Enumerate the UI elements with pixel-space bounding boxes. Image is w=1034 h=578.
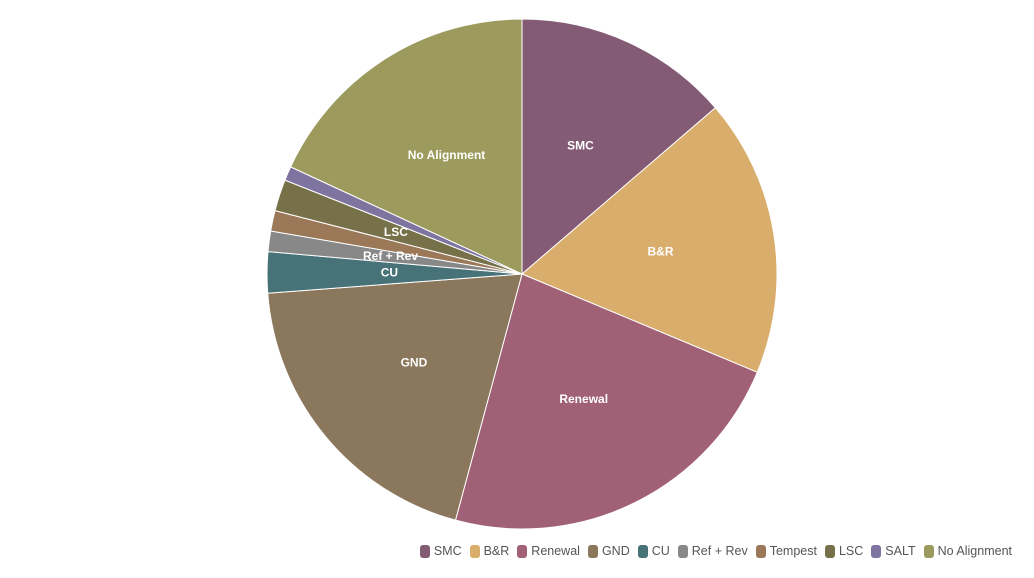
pie-slice-smc[interactable]: [521, 18, 717, 276]
pie-slices: [266, 18, 778, 530]
legend-item-tempest[interactable]: Tempest: [755, 544, 817, 558]
legend-item-cu[interactable]: CU: [637, 544, 670, 558]
legend-label: CU: [651, 544, 670, 558]
legend-label: Tempest: [769, 544, 817, 558]
legend-item-smc[interactable]: SMC: [419, 544, 462, 558]
legend-swatch: [469, 544, 480, 558]
legend-label: GND: [601, 544, 630, 558]
legend-item-salt[interactable]: SALT: [871, 544, 916, 558]
legend-swatch: [637, 544, 648, 558]
legend-label: B&R: [483, 544, 510, 558]
legend-swatch: [755, 544, 766, 558]
legend-swatch: [587, 544, 598, 558]
legend-item-no-alignment[interactable]: No Alignment: [923, 544, 1012, 558]
legend-swatch: [923, 544, 934, 558]
slice-label-lsc: LSC: [384, 225, 408, 239]
legend-label: Ref + Rev: [691, 544, 748, 558]
slice-label-smc: SMC: [567, 139, 594, 153]
legend-item-gnd[interactable]: GND: [587, 544, 630, 558]
legend-swatch: [871, 544, 882, 558]
legend-label: No Alignment: [937, 544, 1012, 558]
legend-swatch: [677, 544, 688, 558]
legend-swatch: [824, 544, 835, 558]
slice-label-gnd: GND: [401, 356, 428, 370]
slice-label-renewal: Renewal: [559, 392, 608, 406]
pie-slice-renewal[interactable]: [454, 273, 758, 530]
legend-swatch: [419, 544, 430, 558]
slice-label-no-alignment: No Alignment: [408, 148, 486, 162]
slice-labels: SMC B&R Renewal GND CU Ref + Rev LSC No Alignme…: [363, 139, 674, 406]
legend-item-b-r[interactable]: B&R: [469, 544, 510, 558]
pie-slice-b-r[interactable]: [521, 107, 778, 373]
legend-label: Renewal: [531, 544, 580, 558]
legend-item-ref-rev[interactable]: Ref + Rev: [677, 544, 748, 558]
slice-label-cu: CU: [381, 265, 398, 279]
pie-slice-no-alignment[interactable]: [289, 18, 523, 275]
legend-label: SMC: [433, 544, 462, 558]
slice-label-ref-rev: Ref + Rev: [363, 249, 418, 263]
legend-label: SALT: [885, 544, 916, 558]
legend-label: LSC: [838, 544, 864, 558]
legend-swatch: [517, 544, 528, 558]
legend: SMC B&R Renewal GND CU Ref + Rev Tempest LSC SAL…: [419, 544, 1012, 558]
legend-item-renewal[interactable]: Renewal: [517, 544, 580, 558]
legend-item-lsc[interactable]: LSC: [824, 544, 864, 558]
slice-label-b-r: B&R: [648, 244, 674, 258]
pie-slice-gnd[interactable]: [267, 273, 523, 521]
